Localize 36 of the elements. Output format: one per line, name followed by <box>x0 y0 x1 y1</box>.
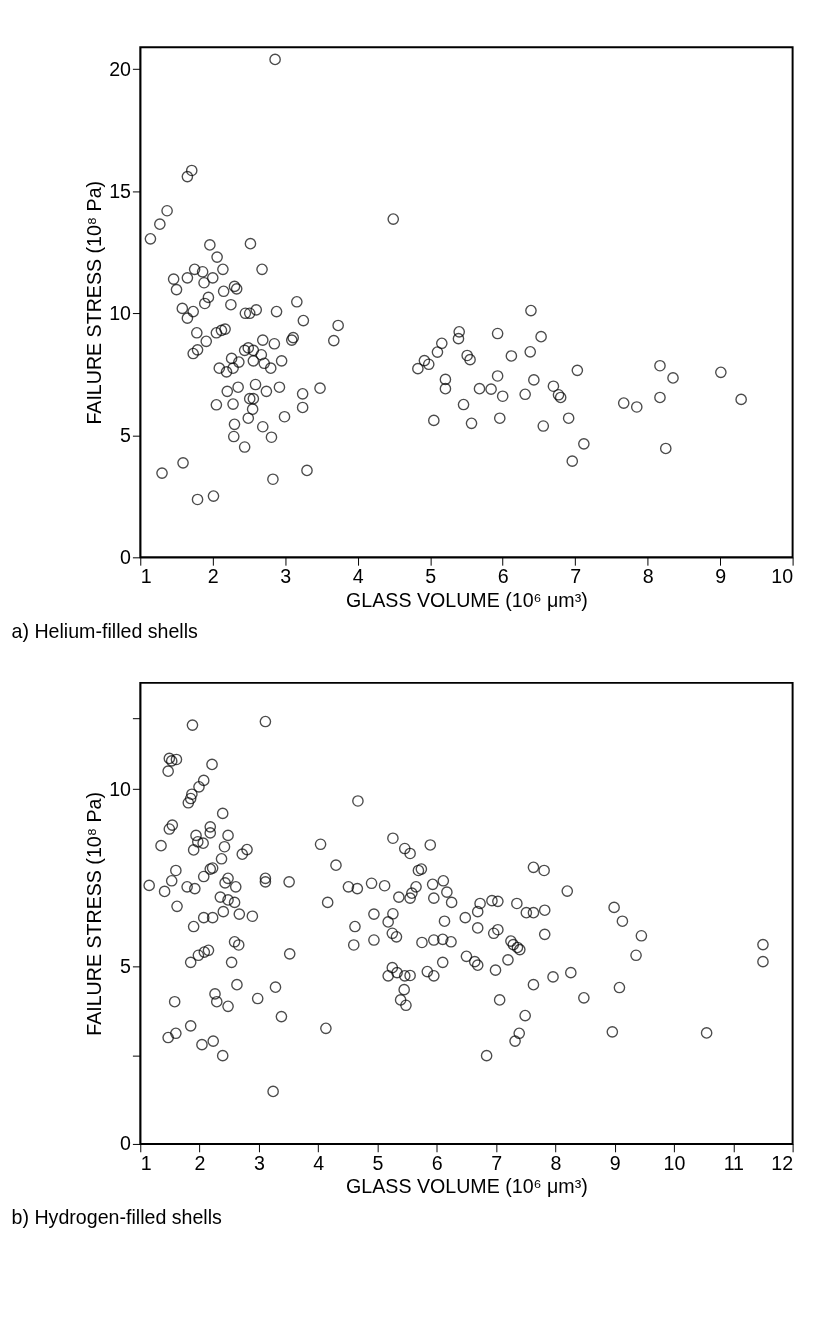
x-tick-label: 7 <box>491 1151 503 1174</box>
x-tick-label: 11 <box>723 1151 744 1174</box>
x-tick-label: 6 <box>431 1151 443 1174</box>
x-tick-label: 4 <box>313 1151 325 1174</box>
x-tick-label: 2 <box>194 1151 206 1174</box>
x-tick-label: 1 <box>140 565 152 588</box>
x-tick-label: 3 <box>253 1151 265 1174</box>
x-tick-label: 10 <box>663 1151 686 1174</box>
y-tick-label: 10 <box>109 777 132 800</box>
y-axis-title: FAILURE STRESS (10⁸ Pa) <box>83 180 106 425</box>
y-tick-label: 0 <box>120 545 132 568</box>
y-axis-title: FAILURE STRESS (10⁸ Pa) <box>83 792 106 1036</box>
y-tick-label: 10 <box>109 301 132 324</box>
x-tick-label: 8 <box>550 1151 562 1174</box>
x-tick-label: 9 <box>609 1151 621 1174</box>
x-tick-label: 7 <box>570 565 582 588</box>
x-tick-label: 6 <box>497 565 509 588</box>
x-tick-label: 4 <box>352 565 364 588</box>
text: a) Helium-filled shells <box>11 619 199 642</box>
text: b) Hydrogen-filled shells <box>11 1206 223 1229</box>
y-tick-label: 5 <box>120 954 132 977</box>
x-tick-label: 5 <box>425 565 437 588</box>
x-tick-label: 12 <box>771 1151 794 1174</box>
x-axis-title: GLASS VOLUME (10⁶ μm³) <box>346 588 588 611</box>
x-tick-label: 10 <box>771 565 794 588</box>
x-tick-label: 3 <box>280 565 292 588</box>
y-tick-label: 20 <box>109 57 132 80</box>
x-tick-label: 9 <box>715 565 727 588</box>
x-tick-label: 2 <box>207 565 219 588</box>
x-axis-title: GLASS VOLUME (10⁶ μm³) <box>346 1175 588 1198</box>
x-tick-label: 5 <box>372 1151 384 1174</box>
y-tick-label: 0 <box>120 1132 132 1155</box>
x-tick-label: 8 <box>642 565 654 588</box>
y-tick-label: 15 <box>109 179 132 202</box>
x-tick-label: 1 <box>140 1151 152 1174</box>
y-tick-label: 5 <box>120 423 132 446</box>
